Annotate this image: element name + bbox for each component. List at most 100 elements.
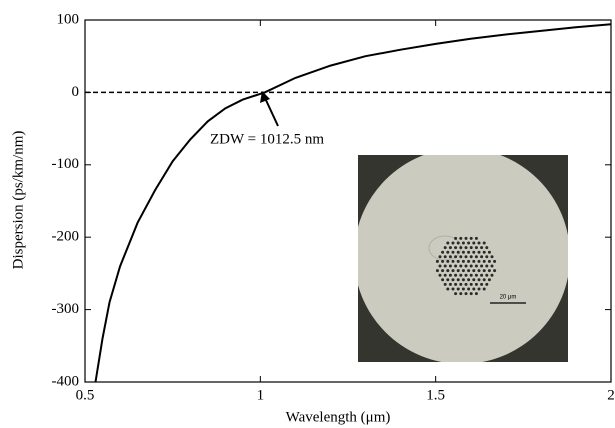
- fiber-hole: [477, 269, 481, 273]
- fiber-hole: [448, 273, 452, 277]
- fiber-hole: [477, 241, 481, 245]
- y-tick-label: -400: [52, 373, 80, 389]
- fiber-hole: [459, 282, 463, 286]
- fiber-hole: [446, 278, 450, 282]
- fiber-hole: [443, 255, 447, 259]
- fiber-hole: [472, 250, 476, 254]
- fiber-hole: [461, 259, 465, 263]
- fiber-hole: [485, 273, 489, 277]
- fiber-hole: [435, 259, 439, 263]
- x-axis-label: Wavelength (μm): [286, 409, 391, 425]
- fiber-hole: [456, 269, 460, 273]
- fiber-hole: [472, 278, 476, 282]
- y-tick-label: -300: [52, 301, 80, 317]
- fiber-hole: [474, 273, 478, 277]
- fiber-hole: [459, 255, 463, 259]
- fiber-hole: [443, 246, 447, 250]
- fiber-hole: [461, 250, 465, 254]
- fiber-hole: [487, 250, 491, 254]
- fiber-hole: [456, 250, 460, 254]
- y-tick-label: -200: [52, 229, 80, 245]
- fiber-hole: [438, 273, 442, 277]
- fiber-hole: [435, 269, 439, 273]
- fiber-hole: [480, 255, 484, 259]
- fiber-hole: [469, 255, 473, 259]
- fiber-hole: [487, 259, 491, 263]
- fiber-hole: [467, 287, 471, 291]
- y-tick-label: -100: [52, 156, 80, 172]
- fiber-hole: [477, 250, 481, 254]
- fiber-hole: [461, 287, 465, 291]
- fiber-hole: [446, 269, 450, 273]
- fiber-hole: [485, 246, 489, 250]
- fiber-hole: [467, 259, 471, 263]
- fiber-hole: [467, 241, 471, 245]
- fiber-hole: [464, 273, 468, 277]
- fiber-hole: [482, 259, 486, 263]
- fiber-hole: [480, 246, 484, 250]
- fiber-hole: [454, 255, 458, 259]
- fiber-hole: [487, 278, 491, 282]
- fiber-hole: [472, 259, 476, 263]
- fiber-hole: [469, 273, 473, 277]
- scale-label: 20 μm: [500, 295, 517, 301]
- fiber-hole: [456, 287, 460, 291]
- fiber-hole: [454, 292, 458, 296]
- annotation-arrow: [264, 97, 279, 127]
- fiber-hole: [459, 264, 463, 268]
- annotation: ZDW = 1012.5 nm: [210, 131, 324, 147]
- fiber-hole: [480, 264, 484, 268]
- fiber-cladding: [358, 155, 568, 362]
- fiber-hole: [448, 264, 452, 268]
- fiber-hole: [467, 250, 471, 254]
- fiber-hole: [490, 273, 494, 277]
- fiber-hole: [480, 282, 484, 286]
- fiber-hole: [451, 250, 455, 254]
- fiber-hole: [461, 269, 465, 273]
- fiber-hole: [490, 264, 494, 268]
- fiber-hole: [459, 273, 463, 277]
- fiber-hole: [485, 282, 489, 286]
- fiber-hole: [464, 282, 468, 286]
- fiber-hole: [446, 241, 450, 245]
- fiber-hole: [474, 282, 478, 286]
- y-tick-label: 100: [57, 11, 80, 27]
- fiber-hole: [469, 282, 473, 286]
- y-axis-label: Dispersion (ps/km/nm): [10, 131, 26, 270]
- fiber-hole: [493, 269, 497, 273]
- fiber-hole: [474, 292, 478, 296]
- fiber-hole: [474, 264, 478, 268]
- fiber-hole: [464, 236, 468, 240]
- data-line: [94, 23, 612, 383]
- fiber-hole: [441, 250, 445, 254]
- fiber-hole: [451, 241, 455, 245]
- x-tick-label: 2: [607, 387, 615, 403]
- fiber-hole: [446, 259, 450, 263]
- fiber-hole: [459, 236, 463, 240]
- fiber-hole: [451, 278, 455, 282]
- fiber-hole: [482, 278, 486, 282]
- fiber-hole: [472, 241, 476, 245]
- fiber-hole: [474, 246, 478, 250]
- fiber-hole: [454, 236, 458, 240]
- fiber-hole: [451, 259, 455, 263]
- fiber-hole: [474, 236, 478, 240]
- fiber-hole: [441, 278, 445, 282]
- fiber-hole: [454, 282, 458, 286]
- fiber-hole: [477, 259, 481, 263]
- x-tick-label: 1.5: [426, 387, 445, 403]
- fiber-hole: [472, 287, 476, 291]
- fiber-hole: [464, 246, 468, 250]
- fiber-hole: [454, 273, 458, 277]
- fiber-hole: [448, 282, 452, 286]
- fiber-hole: [443, 273, 447, 277]
- fiber-hole: [448, 246, 452, 250]
- fiber-hole: [485, 264, 489, 268]
- fiber-hole: [454, 264, 458, 268]
- fiber-hole: [451, 269, 455, 273]
- fiber-hole: [461, 241, 465, 245]
- fiber-hole: [482, 250, 486, 254]
- fiber-hole: [441, 269, 445, 273]
- fiber-hole: [456, 259, 460, 263]
